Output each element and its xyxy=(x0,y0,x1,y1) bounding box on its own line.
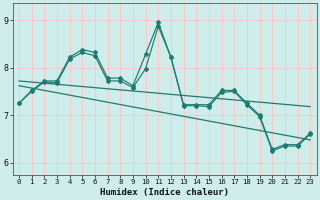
X-axis label: Humidex (Indice chaleur): Humidex (Indice chaleur) xyxy=(100,188,229,197)
